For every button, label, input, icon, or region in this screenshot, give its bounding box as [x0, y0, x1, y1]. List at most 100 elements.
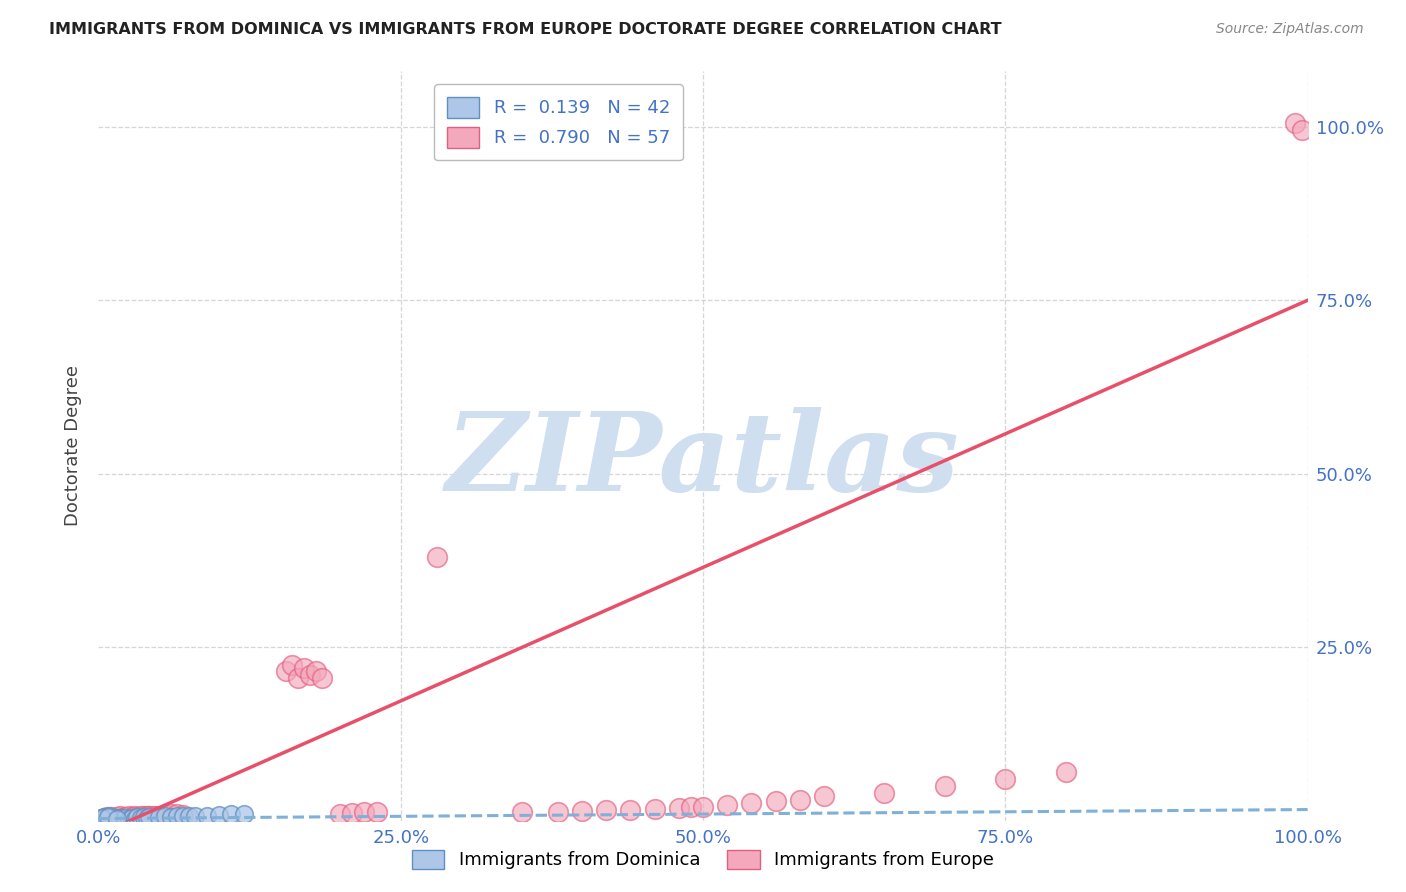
Point [114, 811, 136, 825]
Point [740, 797, 762, 811]
Point [121, 811, 143, 825]
Point [1054, 765, 1077, 780]
Point [679, 800, 702, 814]
Point [100, 812, 122, 826]
Point [93, 811, 115, 825]
Point [426, 549, 449, 564]
Y-axis label: Doctorate Degree: Doctorate Degree [63, 366, 82, 526]
Point [305, 665, 328, 679]
Point [134, 810, 156, 824]
Point [129, 809, 152, 823]
Point [124, 809, 146, 823]
Point [101, 811, 124, 825]
Point [366, 805, 388, 819]
Point [166, 809, 188, 823]
Point [281, 657, 304, 672]
Point [595, 803, 617, 817]
Point [93, 812, 115, 826]
Point [644, 802, 666, 816]
Point [232, 806, 254, 821]
Point [619, 803, 641, 817]
Point [221, 807, 243, 822]
Point [105, 811, 128, 825]
Point [134, 809, 156, 823]
Point [716, 798, 738, 813]
Point [96, 811, 118, 825]
Point [195, 809, 218, 823]
Point [96, 810, 118, 824]
Point [765, 794, 787, 808]
Point [172, 808, 194, 822]
Text: ZIPatlas: ZIPatlas [446, 408, 960, 515]
Point [668, 801, 690, 815]
Point [103, 812, 125, 826]
Point [153, 809, 176, 823]
Point [96, 812, 118, 826]
Text: Source: ZipAtlas.com: Source: ZipAtlas.com [1216, 22, 1364, 37]
Point [98, 812, 121, 826]
Point [153, 808, 176, 822]
Point [91, 812, 114, 826]
Point [94, 812, 117, 826]
Point [97, 812, 120, 826]
Point [111, 812, 134, 826]
Text: IMMIGRANTS FROM DOMINICA VS IMMIGRANTS FROM EUROPE DOCTORATE DEGREE CORRELATION : IMMIGRANTS FROM DOMINICA VS IMMIGRANTS F… [49, 22, 1002, 37]
Point [342, 805, 364, 820]
Legend: Immigrants from Dominica, Immigrants from Europe: Immigrants from Dominica, Immigrants fro… [402, 841, 1004, 879]
Point [91, 811, 114, 825]
Point [292, 661, 315, 675]
Point [148, 810, 170, 824]
Point [179, 809, 201, 823]
Point [208, 808, 231, 822]
Point [571, 804, 593, 818]
Point [121, 810, 143, 824]
Point [1284, 116, 1306, 130]
Point [274, 665, 297, 679]
Point [873, 786, 896, 800]
Point [934, 779, 956, 793]
Point [994, 772, 1017, 786]
Point [138, 809, 160, 823]
Point [101, 812, 124, 826]
Point [108, 811, 131, 825]
Point [184, 809, 207, 823]
Point [510, 805, 533, 820]
Point [127, 810, 149, 824]
Point [91, 811, 114, 825]
Point [118, 812, 141, 826]
Point [107, 812, 129, 826]
Point [172, 809, 194, 823]
Point [98, 809, 121, 823]
Point [118, 809, 141, 823]
Point [97, 810, 120, 824]
Point [100, 810, 122, 824]
Point [813, 789, 835, 804]
Point [105, 812, 128, 826]
Point [692, 799, 714, 814]
Point [90, 812, 112, 826]
Legend: R =  0.139   N = 42, R =  0.790   N = 57: R = 0.139 N = 42, R = 0.790 N = 57 [434, 84, 682, 161]
Point [311, 672, 333, 686]
Point [127, 810, 149, 824]
Point [166, 806, 188, 821]
Point [100, 811, 122, 825]
Point [789, 793, 811, 807]
Point [160, 807, 183, 822]
Point [138, 810, 160, 824]
Point [105, 810, 128, 824]
Point [108, 809, 131, 823]
Point [287, 672, 309, 686]
Point [1291, 123, 1313, 137]
Point [160, 810, 183, 824]
Point [299, 668, 322, 682]
Point [142, 809, 165, 823]
Point [135, 809, 157, 823]
Point [135, 811, 157, 825]
Point [329, 806, 352, 821]
Point [547, 805, 569, 819]
Point [111, 811, 134, 825]
Point [129, 811, 152, 825]
Point [91, 812, 114, 826]
Point [124, 812, 146, 826]
Point [353, 805, 375, 820]
